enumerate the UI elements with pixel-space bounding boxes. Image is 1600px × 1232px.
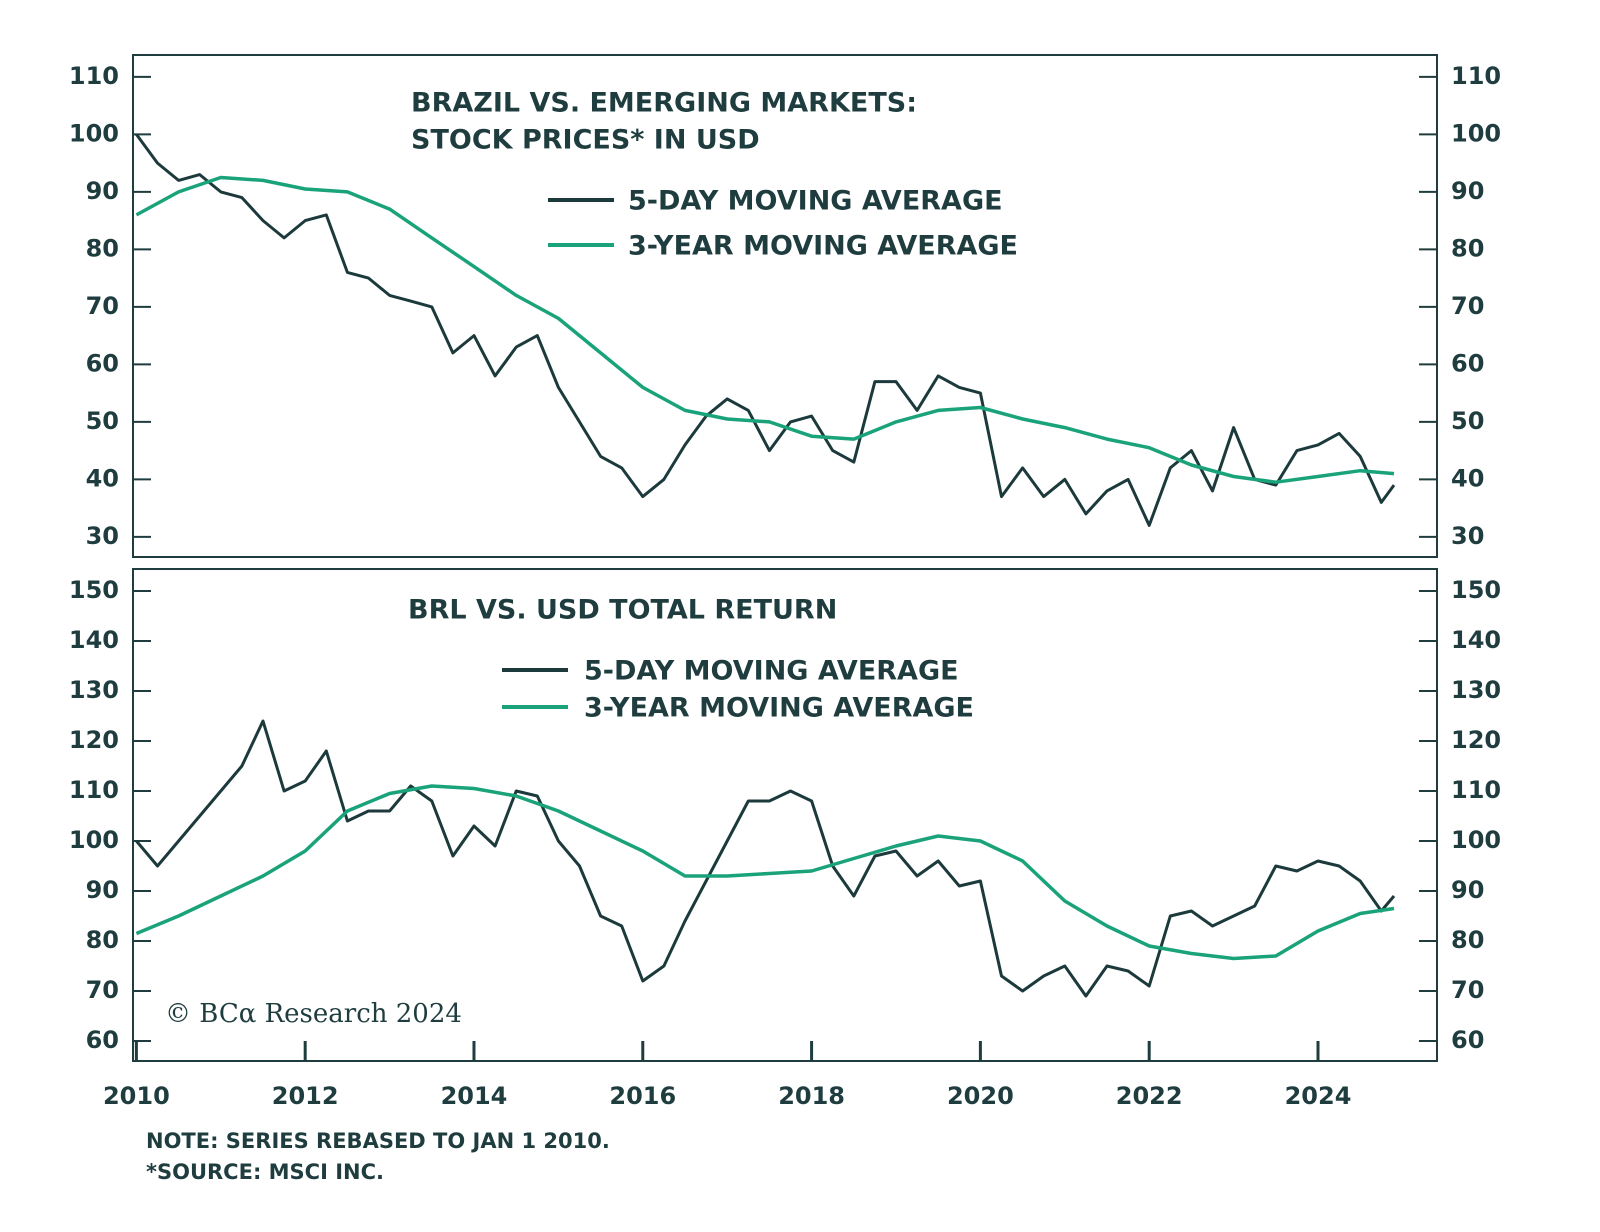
- y-tick-label: 60: [86, 349, 119, 377]
- data-line: [135, 719, 1396, 998]
- y-tick-label: 90: [86, 876, 119, 904]
- note: NOTE: SERIES REBASED TO JAN 1 2010.: [146, 1129, 610, 1153]
- y-tick-label: 30: [86, 522, 119, 550]
- x-tick-label: 2014: [441, 1082, 508, 1110]
- source: *SOURCE: MSCI INC.: [146, 1160, 384, 1184]
- y-tick-label: 110: [69, 62, 119, 90]
- y-tick-label: 70: [86, 976, 119, 1004]
- y2-tick-label: 150: [1451, 576, 1501, 604]
- y2-tick-label: 80: [1451, 926, 1484, 954]
- chart-title: BRAZIL VS. EMERGING MARKETS:: [411, 88, 917, 119]
- y-tick-label: 100: [69, 826, 119, 854]
- x-tick-label: 2012: [272, 1082, 339, 1110]
- x-tick-label: 2016: [609, 1082, 676, 1110]
- chart-title: STOCK PRICES* IN USD: [411, 125, 760, 156]
- y-tick-label: 140: [69, 626, 119, 654]
- x-tick-label: 2018: [778, 1082, 845, 1110]
- legend-label: 5-DAY MOVING AVERAGE: [628, 186, 1003, 217]
- legend-label: 3-YEAR MOVING AVERAGE: [584, 693, 974, 724]
- y-tick-label: 90: [86, 177, 119, 205]
- plot-frame: [132, 568, 1438, 1062]
- legend-label: 3-YEAR MOVING AVERAGE: [628, 231, 1018, 262]
- y-tick-label: 150: [69, 576, 119, 604]
- y-tick-label: 50: [86, 407, 119, 435]
- data-line: [135, 784, 1395, 961]
- y2-tick-label: 100: [1451, 119, 1501, 147]
- y-tick-label: 80: [86, 926, 119, 954]
- y-tick-label: 130: [69, 676, 119, 704]
- y-tick-label: 40: [86, 464, 119, 492]
- y2-tick-label: 130: [1451, 676, 1501, 704]
- copyright: © BCα Research 2024: [165, 999, 462, 1029]
- y2-tick-label: 90: [1451, 876, 1484, 904]
- y2-tick-label: 80: [1451, 234, 1484, 262]
- y2-tick-label: 140: [1451, 626, 1501, 654]
- y2-tick-label: 90: [1451, 177, 1484, 205]
- y-tick-label: 60: [86, 1026, 119, 1054]
- y2-tick-label: 70: [1451, 292, 1484, 320]
- y-tick-label: 70: [86, 292, 119, 320]
- x-tick-label: 2010: [103, 1082, 170, 1110]
- y2-tick-label: 60: [1451, 1026, 1484, 1054]
- data-line: [135, 133, 1396, 527]
- x-tick-label: 2022: [1116, 1082, 1183, 1110]
- x-tick-label: 2024: [1285, 1082, 1352, 1110]
- chart-title: BRL VS. USD TOTAL RETURN: [408, 595, 837, 626]
- x-tick-label: 2020: [947, 1082, 1014, 1110]
- y2-tick-label: 110: [1451, 62, 1501, 90]
- y2-tick-label: 110: [1451, 776, 1501, 804]
- legend-label: 5-DAY MOVING AVERAGE: [584, 656, 959, 687]
- y-tick-label: 80: [86, 234, 119, 262]
- y2-tick-label: 40: [1451, 464, 1484, 492]
- y2-tick-label: 70: [1451, 976, 1484, 1004]
- y2-tick-label: 100: [1451, 826, 1501, 854]
- y-tick-label: 120: [69, 726, 119, 754]
- y-tick-label: 100: [69, 119, 119, 147]
- plot-frame: [132, 54, 1438, 558]
- data-line: [135, 175, 1395, 484]
- y2-tick-label: 60: [1451, 349, 1484, 377]
- y2-tick-label: 120: [1451, 726, 1501, 754]
- y-tick-label: 110: [69, 776, 119, 804]
- y2-tick-label: 50: [1451, 407, 1484, 435]
- y2-tick-label: 30: [1451, 522, 1484, 550]
